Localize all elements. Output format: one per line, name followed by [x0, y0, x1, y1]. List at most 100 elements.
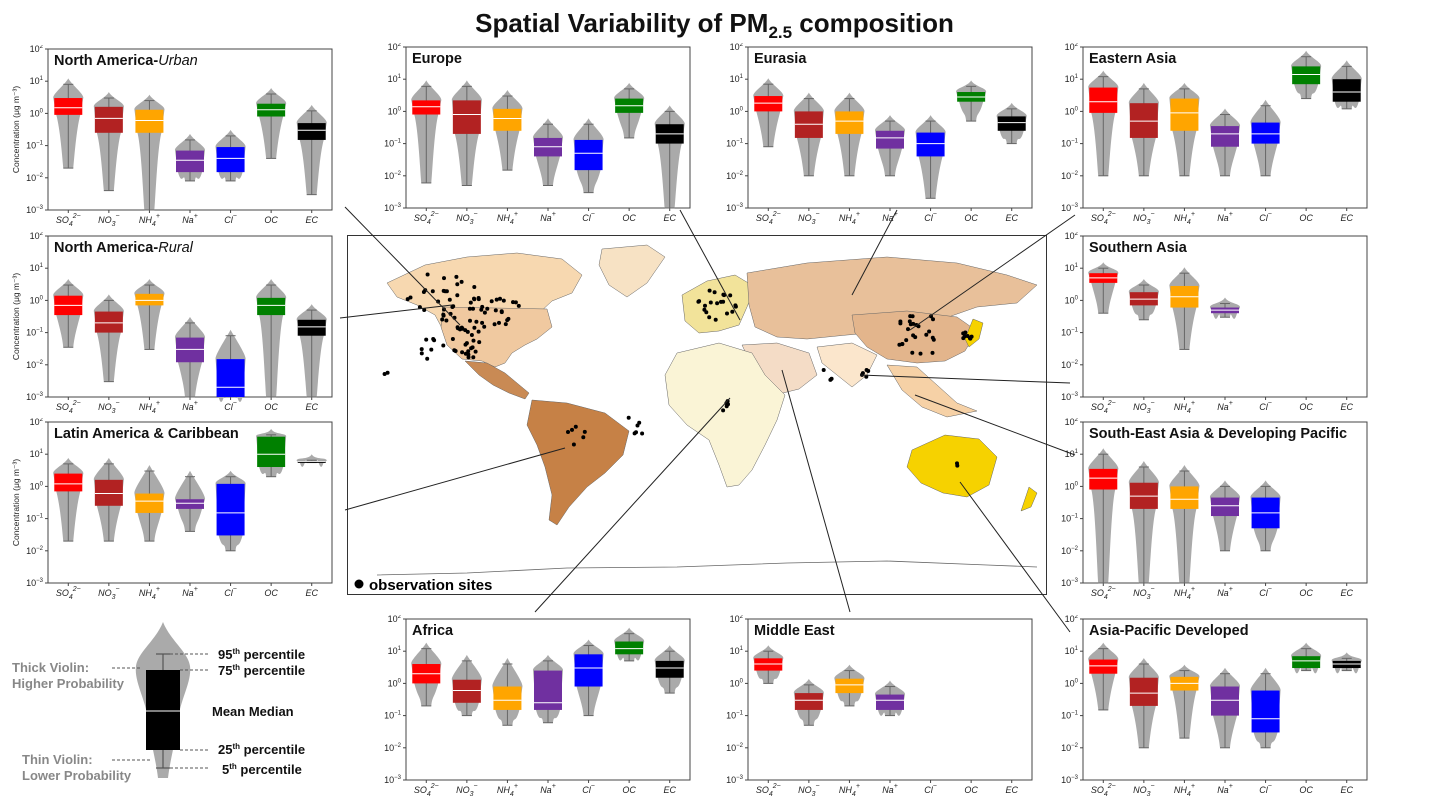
- x-tick-label-no3: NO3−: [456, 211, 478, 225]
- box-ec: [297, 123, 326, 140]
- box-nh4: [135, 493, 164, 513]
- x-tick-label-oc: OC: [1299, 785, 1313, 795]
- observation-site: [506, 316, 511, 321]
- observation-site: [900, 342, 905, 346]
- x-tick-label-oc: OC: [264, 402, 278, 412]
- chart-north-america-urban: 10−3 10−2 10−1 100 101 102 Concentration (μg m…: [10, 45, 340, 227]
- y-tick-label: 10−1: [26, 514, 44, 524]
- box-oc: [615, 641, 644, 655]
- observation-site: [480, 320, 485, 325]
- box-so4: [54, 98, 83, 115]
- y-tick-label: 100: [730, 678, 744, 688]
- y-tick-label: 10−1: [26, 328, 44, 338]
- y-tick-label: 101: [30, 263, 44, 273]
- observation-site: [425, 356, 430, 361]
- observation-site: [493, 308, 498, 313]
- x-tick-label-ec: EC: [1340, 402, 1353, 412]
- chart-title-main: Africa: [412, 623, 454, 639]
- y-tick-label: 102: [30, 232, 44, 241]
- x-tick-label-no3: NO3−: [1133, 783, 1155, 797]
- y-tick-label: 102: [1065, 418, 1079, 427]
- chart-title: North America-Rural: [54, 240, 194, 256]
- box-na: [1211, 126, 1239, 147]
- title-subscript: 2.5: [768, 23, 793, 43]
- x-tick-label-na: Na+: [1217, 400, 1233, 412]
- y-tick-label: 10−3: [726, 203, 744, 213]
- chart-title-main: North America-: [54, 53, 158, 69]
- chart-title: Southern Asia: [1089, 240, 1188, 256]
- observation-site-legend-dot: [354, 579, 364, 589]
- box-na: [176, 499, 204, 509]
- observation-site: [497, 320, 501, 325]
- box-nh4: [493, 108, 522, 131]
- legend-p75-label: 75th percentile: [218, 663, 305, 678]
- observation-site: [927, 329, 932, 334]
- observation-site: [471, 355, 476, 360]
- chart-eurasia: 10−3 10−2 10−1 100 101 102 Eurasia SO42− NO3− NH4…: [710, 43, 1040, 225]
- y-tick-label: 10−3: [26, 578, 44, 588]
- observation-site: [471, 338, 476, 343]
- y-tick-label: 10−1: [1061, 711, 1079, 721]
- observation-site: [918, 351, 923, 356]
- y-tick-label: 101: [730, 74, 744, 84]
- observation-site: [955, 461, 959, 466]
- observation-site: [640, 431, 645, 436]
- observation-site: [442, 276, 446, 281]
- x-tick-label-cl: Cl−: [1259, 211, 1272, 223]
- box-no3: [94, 311, 123, 333]
- world-map: observation sites: [347, 235, 1047, 595]
- x-tick-label-so4: SO42−: [1091, 211, 1116, 225]
- y-tick-label: 10−3: [1061, 578, 1079, 588]
- chart-svg: 10−3 10−2 10−1 100 101 102 Asia-Pacific Develo…: [1061, 615, 1368, 797]
- y-tick-label: 102: [730, 615, 744, 624]
- observation-site: [425, 272, 430, 277]
- chart-europe: 10−3 10−2 10−1 100 101 102 Europe SO42− NO3− NH4+…: [368, 43, 698, 225]
- box-no3: [1129, 677, 1158, 706]
- x-tick-label-oc: OC: [964, 213, 978, 223]
- x-tick-label-cl: Cl−: [924, 783, 937, 795]
- observation-site: [455, 282, 460, 287]
- legend-p25-label: 25th percentile: [218, 742, 305, 757]
- y-tick-label: 10−2: [1061, 546, 1079, 556]
- observation-site: [571, 442, 576, 447]
- observation-site: [423, 288, 428, 293]
- observation-site: [498, 296, 502, 301]
- observation-site: [906, 327, 910, 332]
- violin-legend-svg: 95th percentile 75th percentile Mean Med…: [12, 622, 305, 783]
- observation-site: [448, 311, 453, 316]
- x-tick-label-na: Na+: [882, 211, 898, 223]
- x-tick-label-ec: EC: [663, 213, 676, 223]
- observation-site: [821, 368, 826, 372]
- y-tick-label: 10−1: [1061, 328, 1079, 338]
- observation-site: [436, 299, 441, 304]
- box-na: [876, 694, 904, 710]
- observation-site: [864, 374, 869, 379]
- observation-site: [708, 300, 713, 305]
- chart-eastern-asia: 10−3 10−2 10−1 100 101 102 Eastern Asia SO42− NO…: [1045, 43, 1375, 225]
- x-tick-label-ec: EC: [1005, 213, 1018, 223]
- x-tick-label-no3: NO3−: [456, 783, 478, 797]
- x-tick-label-no3: NO3−: [1133, 586, 1155, 600]
- x-tick-label-ec: EC: [305, 215, 318, 225]
- box-no3: [1129, 103, 1158, 138]
- y-tick-label: 101: [388, 74, 402, 84]
- observation-site: [828, 377, 833, 382]
- observation-site: [626, 415, 631, 420]
- chart-title-main: South-East Asia & Developing Pacific: [1089, 426, 1347, 442]
- box-so4: [754, 96, 783, 112]
- x-tick-label-cl: Cl−: [224, 400, 237, 412]
- map-legend-label: observation sites: [369, 577, 492, 594]
- y-tick-label: 101: [1065, 263, 1079, 273]
- chart-asia-pacific-developed: 10−3 10−2 10−1 100 101 102 Asia-Pacific Develo…: [1045, 615, 1375, 797]
- chart-title: Latin America & Caribbean: [54, 426, 239, 442]
- x-tick-label-nh4: NH4+: [1174, 783, 1195, 797]
- box-nh4: [835, 678, 864, 694]
- y-axis-label: Concentration (μg m⁻³): [11, 459, 21, 546]
- box-nh4: [135, 293, 164, 306]
- x-tick-label-na: Na+: [1217, 783, 1233, 795]
- box-nh4: [835, 111, 864, 134]
- observation-site: [465, 329, 470, 334]
- y-tick-label: 100: [30, 108, 44, 118]
- box-nh4: [493, 686, 522, 710]
- observation-site: [707, 288, 712, 293]
